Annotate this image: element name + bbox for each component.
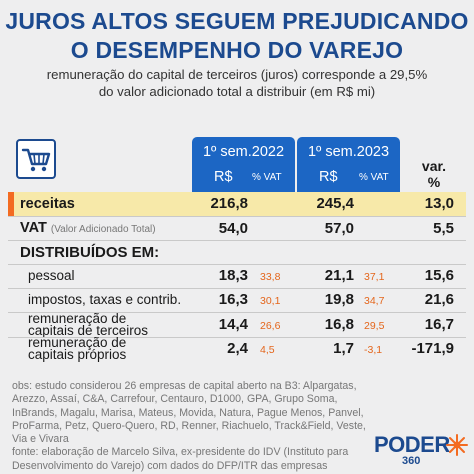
row-divider xyxy=(8,240,466,241)
row-label-pessoal: pessoal xyxy=(28,268,75,283)
period-label-2022: 1º sem.2022 xyxy=(202,144,285,160)
value-2022-proprios: 2,4 xyxy=(227,340,248,357)
row-divider xyxy=(8,312,466,313)
row-label-receitas: receitas xyxy=(20,196,75,212)
poder360-logo: PODER 360 xyxy=(374,432,470,468)
vat-2023-pessoal: 37,1 xyxy=(364,271,385,283)
value-2023-proprios: 1,7 xyxy=(333,340,354,357)
rs-label-2022: R$ xyxy=(214,169,233,185)
value-2023-pessoal: 21,1 xyxy=(324,267,354,284)
source-text: fonte: elaboração de Marcelo Silva, ex-p… xyxy=(12,446,349,472)
vat-2022-proprios: 4,5 xyxy=(260,344,275,356)
value-2022-impostos: 16,3 xyxy=(218,291,248,308)
value-2022-terceiros: 14,4 xyxy=(218,316,248,333)
row-label-capitais-terceiros-1: remuneração de xyxy=(28,311,127,326)
vat-label-2023: % VAT xyxy=(359,172,389,183)
vat-note: (Valor Adicionado Total) xyxy=(50,224,156,235)
title-line-1: JUROS ALTOS SEGUEM PREJUDICANDO xyxy=(5,8,469,34)
row-label-impostos: impostos, taxas e contrib. xyxy=(28,292,182,307)
var-header-line-1: var. xyxy=(421,158,447,174)
var-header-line-2: % xyxy=(427,174,441,190)
row-label-capitais-terceiros-2: capitais de terceiros xyxy=(28,323,149,338)
var-receitas: 13,0 xyxy=(424,195,454,212)
obs-text: obs: estudo considerou 26 empresas de ca… xyxy=(12,380,366,446)
row-divider xyxy=(8,216,466,217)
var-pessoal: 15,6 xyxy=(424,267,454,284)
vat-2023-terceiros: 29,5 xyxy=(364,320,385,332)
row-divider xyxy=(8,264,466,265)
row-label-vat: VAT (Valor Adicionado Total) xyxy=(20,220,156,236)
logo-word: PODER xyxy=(374,432,450,457)
footnote: obs: estudo considerou 26 empresas de ca… xyxy=(12,380,372,473)
vat-2022-pessoal: 33,8 xyxy=(260,271,281,283)
vat-label: VAT xyxy=(20,220,47,236)
vat-2023-proprios: -3,1 xyxy=(364,344,383,356)
sunburst-logo-icon xyxy=(446,434,468,456)
shopping-cart-icon xyxy=(16,139,56,179)
var-terceiros: 16,7 xyxy=(424,316,454,333)
var-impostos: 21,6 xyxy=(424,291,454,308)
subtitle-line-2: do valor adicionado total a distribuir (… xyxy=(98,84,376,99)
value-2023-impostos: 19,8 xyxy=(324,291,354,308)
table-row-receitas xyxy=(8,192,466,216)
subtitle-line-1: remuneração do capital de terceiros (jur… xyxy=(46,67,428,82)
highlight-bar xyxy=(8,192,14,216)
row-label-capitais-proprios-1: remuneração de xyxy=(28,335,127,350)
title-line-2: O DESEMPENHO DO VAREJO xyxy=(70,37,404,63)
vat-2023-impostos: 34,7 xyxy=(364,295,385,307)
value-2022-pessoal: 18,3 xyxy=(218,267,248,284)
value-2023-vat: 57,0 xyxy=(324,220,354,237)
vat-2022-impostos: 30,1 xyxy=(260,295,281,307)
var-proprios: -171,9 xyxy=(411,340,454,357)
rs-label-2023: R$ xyxy=(319,169,338,185)
value-2023-terceiros: 16,8 xyxy=(324,316,354,333)
logo-number: 360 xyxy=(402,455,421,467)
vat-label-2022: % VAT xyxy=(252,172,282,183)
period-label-2023: 1º sem.2023 xyxy=(307,144,390,160)
value-2022-vat: 54,0 xyxy=(218,220,248,237)
column-header-2023: 1º sem.2023 R$ % VAT xyxy=(297,137,400,192)
row-divider xyxy=(8,337,466,338)
value-2023-receitas: 245,4 xyxy=(316,195,354,212)
row-label-capitais-proprios-2: capitais próprios xyxy=(28,347,127,362)
value-2022-receitas: 216,8 xyxy=(210,195,248,212)
section-heading-distribuidos: DISTRIBUÍDOS EM: xyxy=(20,244,160,261)
column-header-2022: 1º sem.2022 R$ % VAT xyxy=(192,137,295,192)
vat-2022-terceiros: 26,6 xyxy=(260,320,281,332)
var-vat: 5,5 xyxy=(433,220,454,237)
row-divider xyxy=(8,288,466,289)
